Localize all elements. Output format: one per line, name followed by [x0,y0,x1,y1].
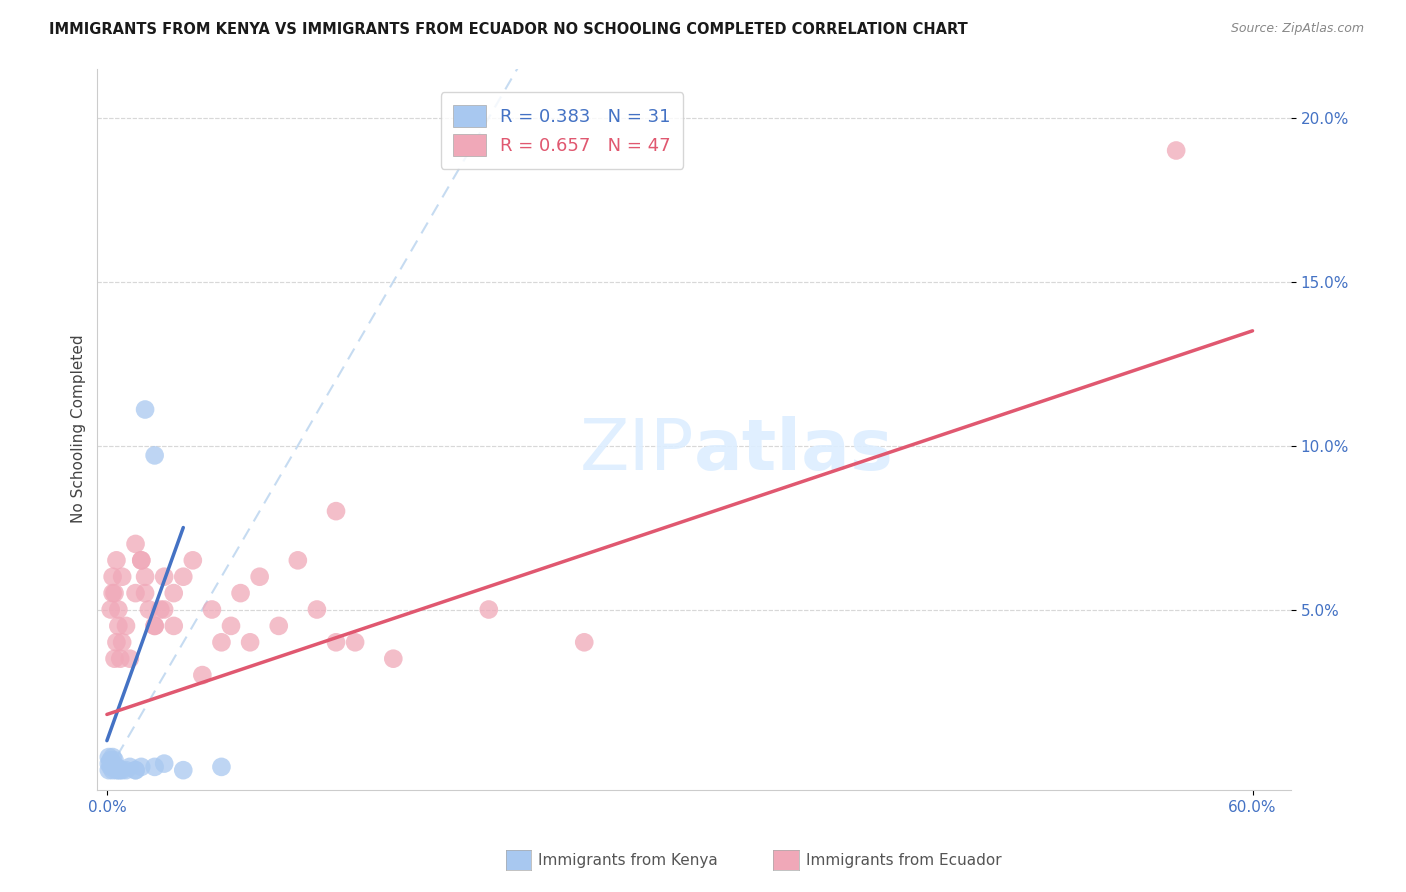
Point [1166,144,1188,158]
Point [100,753,122,767]
Point [191,668,214,682]
Point [107,763,129,777]
Point [129,760,152,774]
Point [101,763,124,777]
Text: Immigrants from Ecuador: Immigrants from Ecuador [806,854,1001,869]
Point [153,756,176,771]
Point [382,651,405,665]
Point [249,570,271,584]
Point [124,763,146,777]
Point [107,619,129,633]
Point [97,763,120,777]
Point [101,750,124,764]
Point [219,619,242,633]
Point [325,635,347,649]
Point [97,756,120,771]
Point [111,570,134,584]
Point [143,449,166,463]
Text: ZIP: ZIP [579,417,695,485]
Point [110,651,132,665]
Point [267,619,290,633]
Point [111,763,134,777]
Point [239,635,262,649]
Point [101,586,124,600]
Point [105,763,128,777]
Point [124,586,146,600]
Point [134,402,156,417]
Point [105,635,128,649]
Point [134,570,156,584]
Point [101,570,124,584]
Point [103,753,125,767]
Point [181,553,204,567]
Point [100,760,122,774]
Point [153,570,176,584]
Point [129,553,152,567]
Point [574,635,596,649]
Point [107,602,129,616]
Point [478,602,501,616]
Point [100,602,122,616]
Point [105,760,128,774]
Point [143,619,166,633]
Point [163,586,186,600]
Point [111,635,134,649]
Point [287,553,309,567]
Point [115,763,138,777]
Point [118,651,141,665]
Point [100,753,122,767]
Point [172,570,194,584]
Text: Immigrants from Kenya: Immigrants from Kenya [538,854,718,869]
Point [129,553,152,567]
Point [325,504,347,518]
Point [110,763,132,777]
Point [305,602,328,616]
Text: atlas: atlas [695,417,894,485]
Point [134,586,156,600]
Point [118,760,141,774]
Legend: R = 0.383   N = 31, R = 0.657   N = 47: R = 0.383 N = 31, R = 0.657 N = 47 [440,92,683,169]
Point [211,635,233,649]
Point [100,756,122,771]
Point [149,602,172,616]
Point [103,586,125,600]
Point [115,619,138,633]
Point [124,763,146,777]
Point [153,602,176,616]
Point [103,760,125,774]
Point [124,537,146,551]
Point [344,635,367,649]
Point [101,756,124,771]
Point [201,602,224,616]
Point [143,760,166,774]
Point [138,602,160,616]
Point [211,760,233,774]
Point [97,750,120,764]
Point [103,760,125,774]
Point [103,651,125,665]
Point [101,756,124,771]
Point [163,619,186,633]
Point [229,586,252,600]
Text: Source: ZipAtlas.com: Source: ZipAtlas.com [1230,22,1364,36]
Point [172,763,194,777]
Text: IMMIGRANTS FROM KENYA VS IMMIGRANTS FROM ECUADOR NO SCHOOLING COMPLETED CORRELAT: IMMIGRANTS FROM KENYA VS IMMIGRANTS FROM… [49,22,967,37]
Y-axis label: No Schooling Completed: No Schooling Completed [72,334,86,524]
Point [105,553,128,567]
Point [143,619,166,633]
Point [103,760,125,774]
